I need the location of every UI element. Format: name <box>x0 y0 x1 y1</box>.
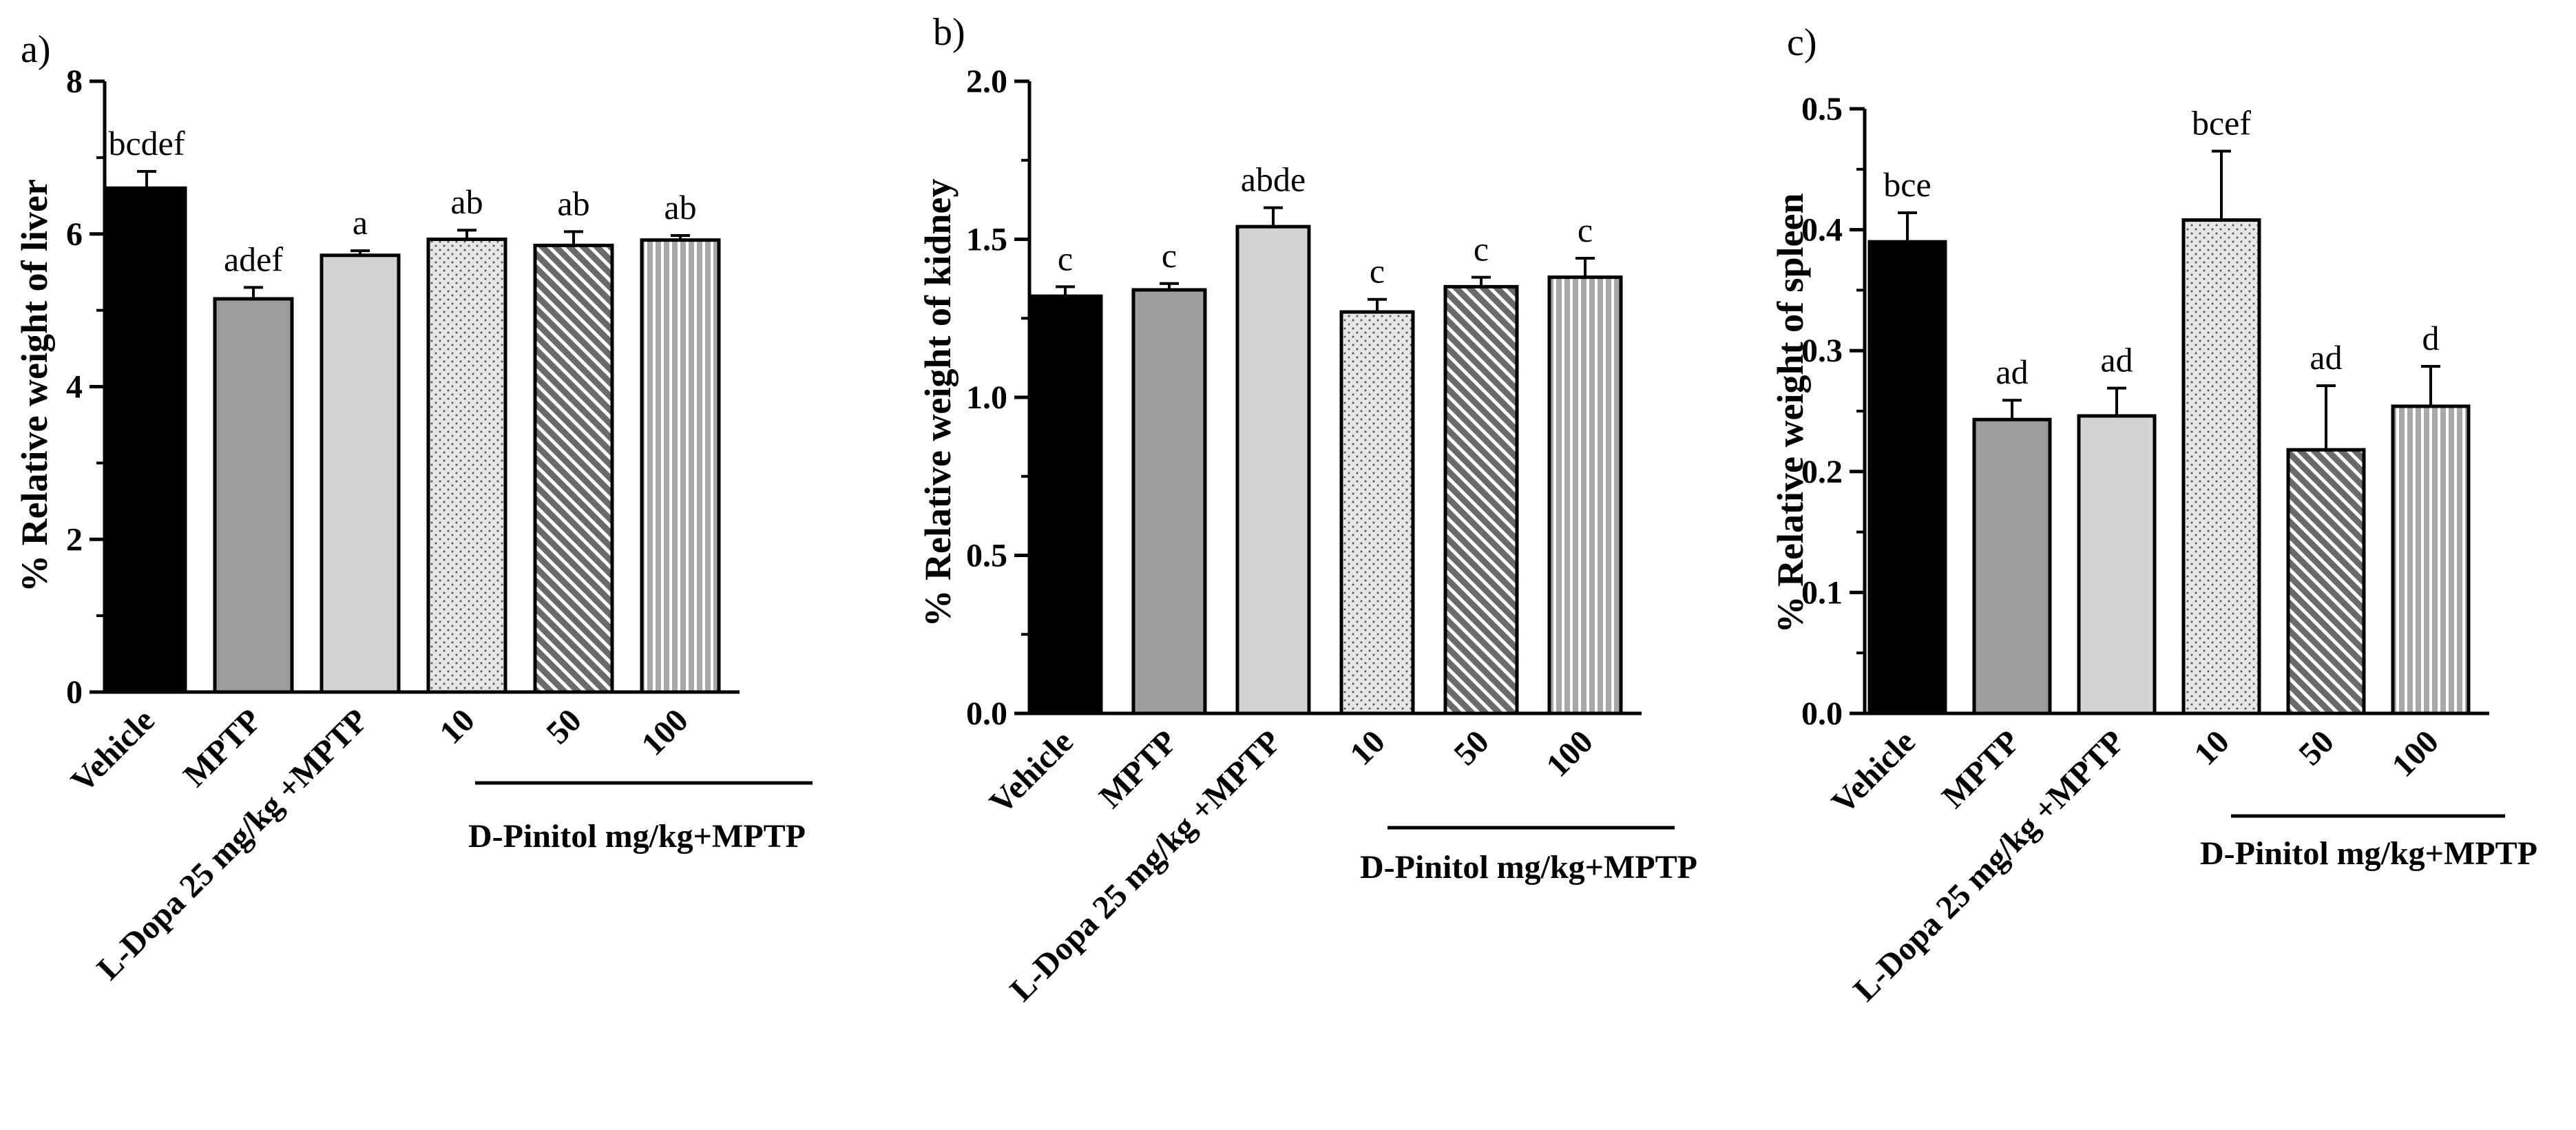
bar-5 <box>2286 448 2366 715</box>
x-tick-label: 50 <box>539 702 588 751</box>
significance-label: adef <box>224 240 283 278</box>
significance-label: ad <box>2100 341 2133 379</box>
significance-label: ab <box>664 188 696 227</box>
x-tick-label: Vehicle <box>1825 723 1923 821</box>
bar-1 <box>1027 294 1103 715</box>
bar-3 <box>2077 414 2157 715</box>
chart-panel-1: a) % Relative weight of liver 0 2 4 6 8 bcdef Ve… <box>14 28 813 987</box>
y-axis-title: % Relative weight of liver <box>14 179 55 592</box>
significance-label: c <box>1578 211 1593 249</box>
y-tick-label: 8 <box>66 63 83 100</box>
significance-label: ad <box>2310 338 2342 377</box>
y-tick-label: 0.0 <box>1801 695 1843 732</box>
x-tick-label: 10 <box>1343 723 1392 772</box>
panel-label: a) <box>21 28 51 71</box>
significance-label: d <box>2422 319 2440 357</box>
y-tick-label: 1.0 <box>966 379 1007 416</box>
group-label: D-Pinitol mg/kg+MPTP <box>468 818 806 855</box>
x-tick-label: 50 <box>1447 723 1496 772</box>
significance-label: bcdef <box>108 124 185 163</box>
x-tick-label: 100 <box>634 702 695 762</box>
bar-5 <box>1443 284 1519 715</box>
y-tick-label: 0.0 <box>966 695 1007 732</box>
x-tick-label: Vehicle <box>983 723 1080 821</box>
significance-label: ad <box>1996 353 2028 391</box>
x-tick-label: 10 <box>432 702 481 751</box>
bar-4 <box>1339 310 1415 715</box>
y-tick-label: 2.0 <box>966 63 1007 100</box>
significance-label: bcef <box>2192 103 2251 142</box>
bar-1 <box>1867 240 1947 715</box>
bar-2 <box>1972 417 2052 715</box>
bar-6 <box>640 238 721 694</box>
x-tick-label: 50 <box>2292 723 2341 772</box>
significance-label: bce <box>1883 165 1931 204</box>
y-tick-label: 4 <box>66 369 83 406</box>
x-tick-label: 100 <box>1539 723 1600 784</box>
y-axis-title: % Relative weight of kidney <box>917 179 959 627</box>
x-tick-label: 100 <box>2385 723 2445 784</box>
x-tick-label: 10 <box>2187 723 2236 772</box>
significance-label: c <box>1370 252 1385 291</box>
y-tick-label: 1.5 <box>966 222 1007 258</box>
significance-label: a <box>353 203 368 242</box>
significance-label: ab <box>450 182 483 221</box>
y-tick-label: 0.5 <box>966 538 1007 574</box>
bar-6 <box>2391 404 2471 715</box>
y-tick-label: 0 <box>66 674 83 711</box>
bar-2 <box>213 297 294 694</box>
group-label: D-Pinitol mg/kg+MPTP <box>1360 849 1697 886</box>
panel-label: c) <box>1787 21 1817 64</box>
significance-label: c <box>1162 236 1177 275</box>
group-label: D-Pinitol mg/kg+MPTP <box>2200 835 2537 872</box>
y-tick-label: 0.5 <box>1801 91 1843 127</box>
bar-4 <box>2181 218 2261 715</box>
bar-2 <box>1131 288 1207 715</box>
bar-1 <box>106 186 187 694</box>
y-tick-label: 2 <box>66 521 83 558</box>
bar-5 <box>533 243 614 694</box>
significance-label: abde <box>1241 160 1306 199</box>
x-tick-label: Vehicle <box>64 702 162 799</box>
significance-label: ab <box>557 184 589 222</box>
significance-label: c <box>1058 239 1073 278</box>
significance-label: c <box>1474 230 1489 269</box>
x-tick-label: MPTP <box>1092 723 1184 815</box>
y-tick-label: 0.1 <box>1801 574 1843 611</box>
y-tick-label: 6 <box>66 216 83 253</box>
panel-label: b) <box>933 11 965 54</box>
y-axis-title: % Relative weight of spleen <box>1770 193 1811 634</box>
bar-3 <box>1235 224 1311 715</box>
y-tick-label: 0.4 <box>1801 212 1843 249</box>
bar-4 <box>426 238 507 694</box>
bar-6 <box>1547 275 1623 715</box>
x-tick-label: MPTP <box>176 702 269 794</box>
chart-panel-2: b) % Relative weight of kidney 0.0 0.5 1.0 1.… <box>917 11 1697 1008</box>
x-tick-label: MPTP <box>1935 723 2027 815</box>
chart-panel-3: c) % Relative weight of spleen 0.0 0.1 0.2 0.… <box>1770 21 2537 1008</box>
y-tick-label: 0.2 <box>1801 454 1843 490</box>
bar-3 <box>320 253 401 694</box>
y-tick-label: 0.3 <box>1801 333 1843 369</box>
